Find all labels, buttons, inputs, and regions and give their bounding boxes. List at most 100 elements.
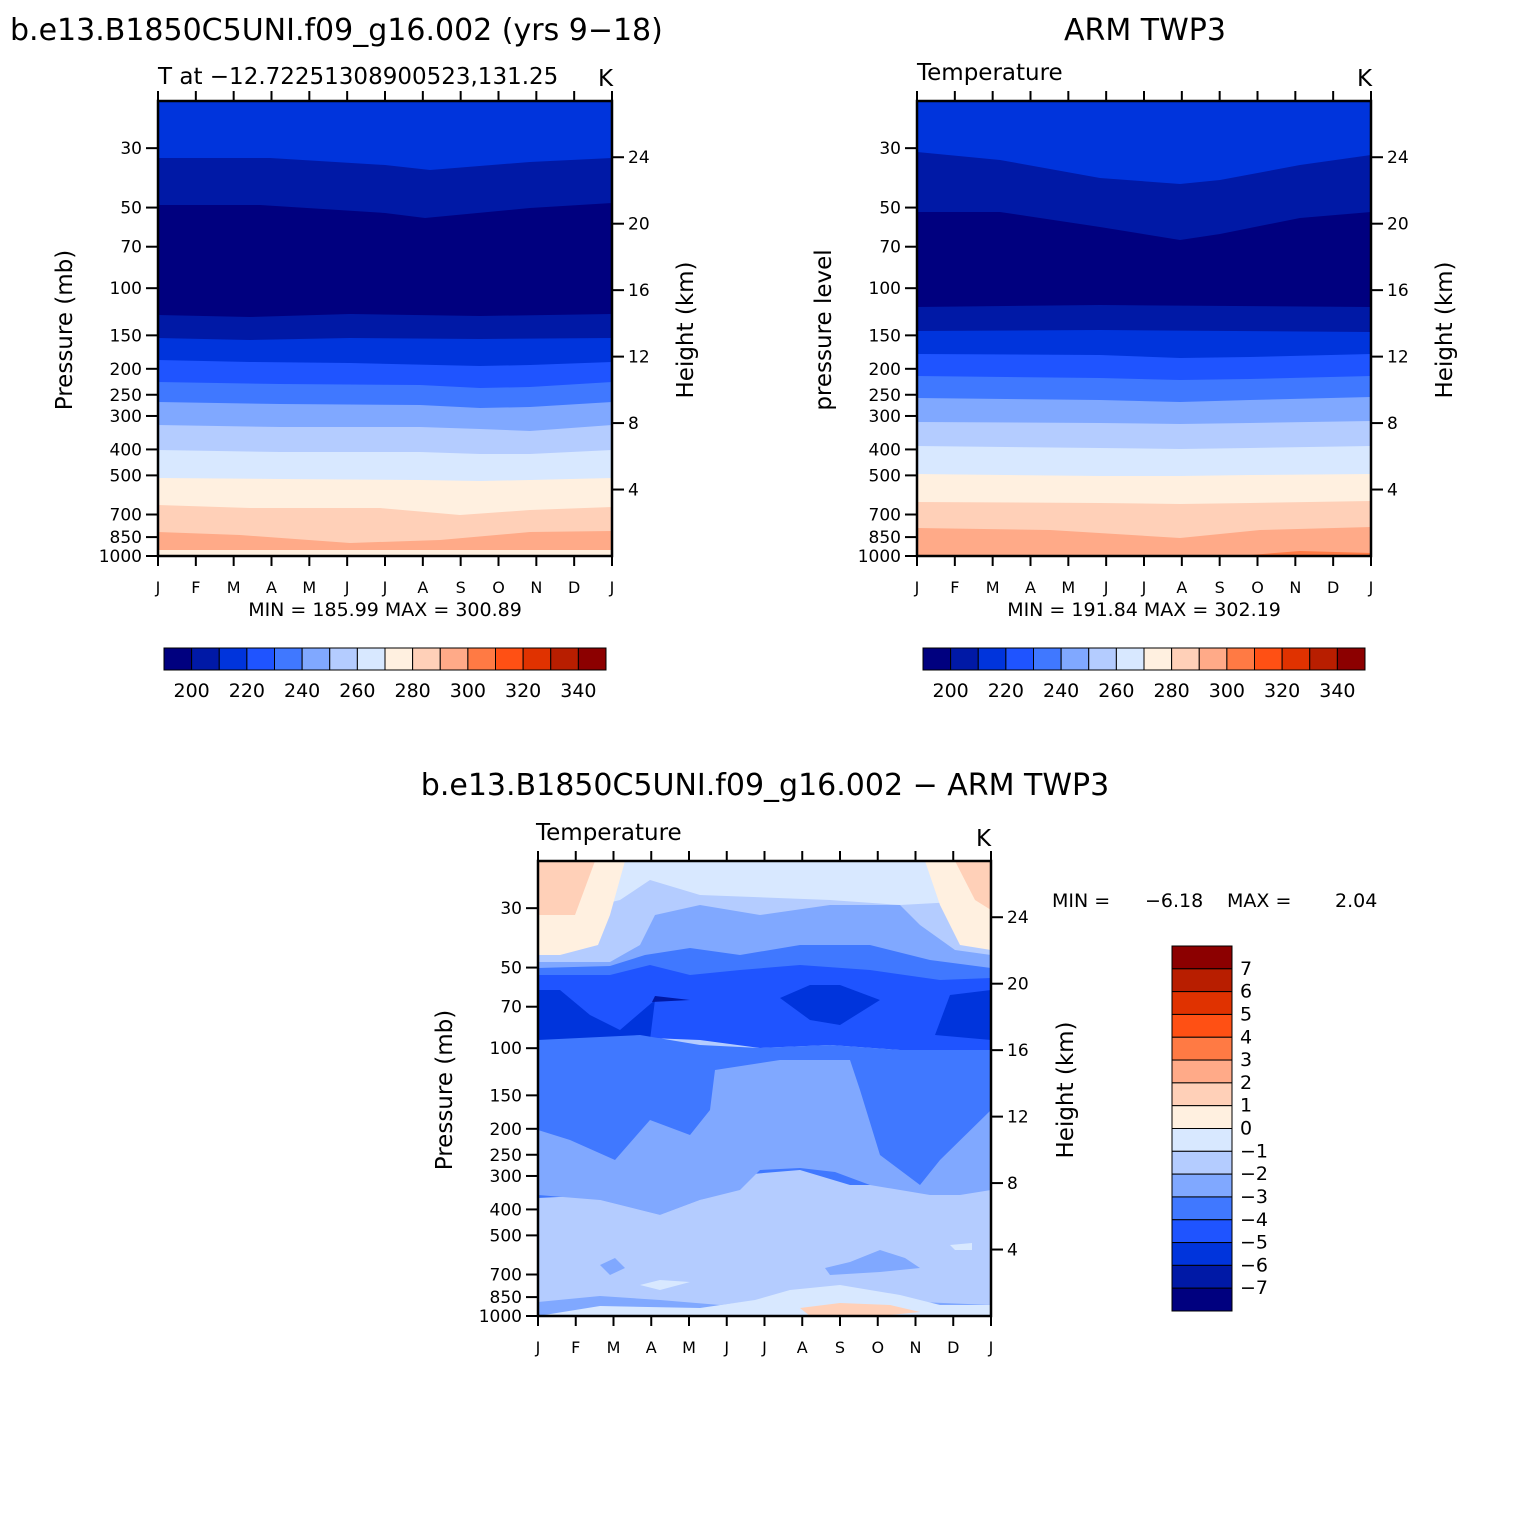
colorbar-swatch [922,647,952,671]
y-tick-label: 300 [110,407,142,427]
colorbar-swatch [356,647,386,671]
y-tick-label: 700 [869,506,901,526]
y-tick-label-right: 12 [1007,1108,1029,1128]
y-axis-label-right: Height (km) [1053,1021,1079,1158]
x-tick-label: M [986,578,1000,597]
panel-model-title: b.e13.B1850C5UNI.f09_g16.002 (yrs 9−18) [10,13,663,48]
colorbar-swatch [1171,1150,1233,1175]
x-tick-label: S [835,1338,845,1357]
x-tick-label: M [302,578,316,597]
contour-fill [538,861,595,915]
contour-fill [538,1060,991,1215]
colorbar-swatch [1171,1264,1233,1289]
colorbar-swatch [950,647,979,671]
x-tick-label: M [227,578,241,597]
x-tick-label: A [1176,578,1187,597]
y-tick-label: 50 [120,199,142,219]
colorbar-label: 260 [1098,680,1134,702]
x-tick-label: D [1327,578,1339,597]
contour-fill [950,1243,972,1250]
colorbar-swatch [1171,991,1233,1015]
colorbar-label: −7 [1240,1277,1268,1299]
y-tick-label: 200 [490,1120,522,1140]
colorbar-label: −4 [1240,1209,1268,1231]
colorbar-label: 240 [1043,680,1079,702]
colorbar-swatch [1171,1105,1233,1129]
y-tick-label: 200 [869,360,901,380]
panel-model: b.e13.B1850C5UNI.f09_g16.002 (yrs 9−18) … [10,13,699,702]
x-tick-label: J [155,578,161,597]
colorbar-label: 340 [560,680,596,702]
colorbar-swatch [1171,1242,1233,1266]
contour-fill [538,990,655,1045]
colorbar-swatch [301,647,331,671]
y-tick-label-right: 20 [1387,215,1409,235]
y-tick-label: 100 [490,1039,522,1059]
y-tick-label: 850 [869,528,901,548]
x-tick-label: J [1141,578,1147,597]
panel-model-subtitle: T at −12.72251308900523,131.25 [157,64,558,90]
colorbar-swatch [1088,647,1117,671]
contour-fill [935,990,991,1040]
y-tick-label-right: 8 [1007,1174,1018,1194]
colorbar-swatch [1171,1287,1233,1312]
colorbar-swatch [439,647,469,671]
y-tick-label-right: 16 [628,281,650,301]
y-tick-label: 70 [120,238,142,258]
colorbar-swatch [977,647,1007,671]
contour-fill [800,1303,920,1316]
y-tick-label: 700 [490,1266,522,1286]
x-tick-label: N [1289,578,1301,597]
colorbar-swatch [577,647,607,671]
y-tick-label: 100 [869,279,901,299]
colorbar-label: −5 [1240,1232,1268,1254]
colorbar-swatch [163,647,193,671]
colorbar-swatch [1171,1036,1233,1061]
panel-obs: ARM TWP3 Temperature K J F M A M J J A S O N D J 30 50… [811,13,1458,702]
panel-obs-field [917,101,1371,556]
colorbar-swatch [1060,647,1090,671]
y-axis-label-right: Height (km) [673,261,699,398]
x-tick-label: S [456,578,466,597]
colorbar-swatch [1005,647,1034,671]
y-tick-label: 850 [110,528,142,548]
y-tick-label-right: 12 [1387,348,1409,368]
y-tick-label-right: 12 [628,348,650,368]
colorbar-swatch [246,647,275,671]
min-label: MIN = [1052,890,1110,912]
colorbar-label: 260 [339,680,375,702]
y-tick-label-right: 8 [628,414,639,434]
x-tick-label: J [535,1338,541,1357]
contour-fill [158,531,612,556]
colorbar-swatch [1143,647,1173,671]
colorbar-label: 220 [988,680,1024,702]
x-tick-label: D [568,578,580,597]
x-tick-label: F [950,578,959,597]
y-tick-label-right: 4 [1387,481,1398,501]
colorbar-label: 200 [173,680,209,702]
colorbar-swatch [274,647,303,671]
panel-diff: b.e13.B1850C5UNI.f09_g16.002 − ARM TWP3 … [421,768,1378,1357]
min-max-text: MIN = 185.99 MAX = 300.89 [248,599,522,621]
colorbar-swatch [412,647,441,671]
colorbar-swatch [1309,647,1338,671]
contour-fill [538,1172,991,1316]
panel-diff-subtitle: Temperature [535,820,682,846]
x-tick-label: J [761,1338,767,1357]
contour-fill [640,1280,690,1290]
colorbar-label: 1 [1240,1095,1252,1117]
colorbar-swatch [1033,647,1062,671]
x-tick-label: O [1251,578,1264,597]
colorbar-label: 240 [284,680,320,702]
colorbar-label: 300 [1209,680,1245,702]
x-tick-label: M [682,1338,696,1357]
y-tick-label: 30 [879,139,901,159]
y-tick-label: 150 [110,326,142,346]
x-tick-label: J [344,578,350,597]
colorbar-label: 200 [932,680,968,702]
colorbar-label: 320 [505,680,541,702]
x-tick-label: A [266,578,277,597]
colorbar-label: −2 [1240,1163,1268,1185]
